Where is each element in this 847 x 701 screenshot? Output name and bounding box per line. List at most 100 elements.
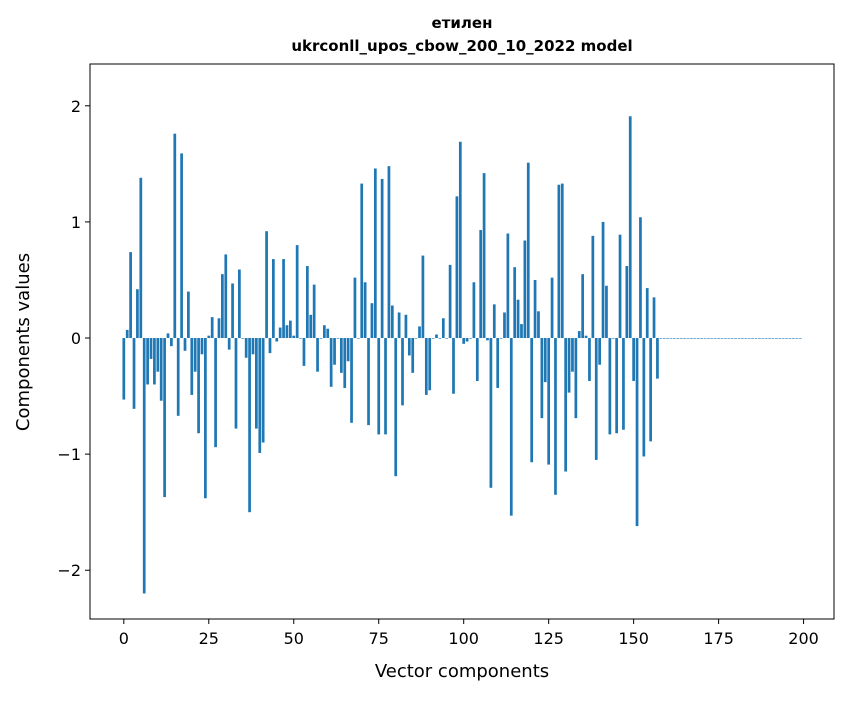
bar (523, 240, 527, 339)
bar (479, 230, 483, 339)
bar (676, 338, 680, 339)
bar (149, 338, 153, 359)
bar (238, 269, 241, 339)
bar (309, 314, 313, 339)
bar (418, 326, 421, 339)
bar (397, 312, 401, 339)
bar (452, 338, 455, 394)
bar (336, 338, 340, 339)
bar (567, 338, 571, 393)
bar (611, 338, 615, 339)
y-tick-label: 1 (71, 213, 81, 232)
bar (635, 338, 639, 527)
bar (550, 277, 554, 339)
bar (649, 338, 652, 442)
bar (652, 297, 656, 339)
x-tick-label: 25 (199, 629, 219, 648)
bar (717, 338, 720, 339)
bar (241, 338, 245, 339)
bar (278, 327, 282, 339)
bar (686, 338, 690, 339)
bar (295, 245, 299, 339)
plot-frame (89, 63, 835, 620)
bar (713, 338, 717, 339)
x-tick-label: 50 (284, 629, 304, 648)
y-tick-label: −2 (57, 561, 81, 580)
bar (207, 335, 211, 339)
bar (428, 338, 432, 391)
bar (384, 338, 387, 435)
bar (720, 338, 724, 339)
bar (465, 338, 469, 342)
bar (316, 338, 319, 372)
bar (737, 338, 741, 339)
bar (530, 338, 534, 463)
bar (272, 259, 275, 339)
bar (401, 338, 404, 406)
bar (696, 338, 700, 339)
bar (486, 338, 489, 341)
bar (370, 303, 374, 339)
bar (798, 338, 802, 339)
bar (754, 338, 758, 339)
bar (305, 266, 309, 339)
bar (183, 338, 187, 351)
bar (261, 338, 265, 443)
bar (424, 338, 428, 395)
bar (346, 338, 350, 362)
bar (730, 338, 734, 339)
bar (322, 325, 326, 339)
bar (615, 338, 619, 434)
bar (404, 314, 408, 339)
bar (462, 338, 466, 344)
bar (496, 338, 500, 388)
bar (268, 338, 272, 354)
bar (163, 338, 166, 498)
bar (373, 168, 377, 339)
bar (503, 312, 506, 339)
bar (132, 338, 136, 409)
bar (285, 325, 289, 339)
bar (601, 221, 605, 339)
bar (543, 338, 547, 383)
bar (197, 338, 200, 434)
bar (255, 338, 258, 429)
bar (339, 338, 343, 373)
bar (221, 274, 224, 339)
bar (472, 282, 476, 339)
bar (438, 338, 442, 339)
bar (139, 177, 143, 339)
bar (136, 289, 139, 339)
bar (156, 338, 160, 372)
bar (292, 335, 296, 339)
bar (170, 338, 173, 347)
bar (537, 311, 540, 339)
bar (142, 338, 146, 594)
bar (554, 338, 557, 495)
bar (571, 338, 574, 372)
bar (350, 338, 353, 423)
bar (788, 338, 792, 339)
bar (367, 338, 370, 426)
bar (703, 338, 707, 339)
x-tick-label: 200 (788, 629, 819, 648)
bar (628, 116, 632, 339)
bar (394, 338, 398, 477)
bar (645, 288, 649, 339)
bar (210, 317, 214, 339)
bar (618, 234, 622, 339)
bar (747, 338, 751, 339)
bar (455, 196, 459, 339)
bar (326, 328, 330, 339)
bar (363, 282, 367, 339)
bars-layer (122, 116, 802, 594)
bar (533, 279, 537, 339)
bar (224, 254, 228, 339)
bar (761, 338, 765, 339)
bar (605, 285, 608, 339)
bar (513, 267, 517, 339)
bar (299, 338, 302, 339)
bar (333, 338, 336, 365)
